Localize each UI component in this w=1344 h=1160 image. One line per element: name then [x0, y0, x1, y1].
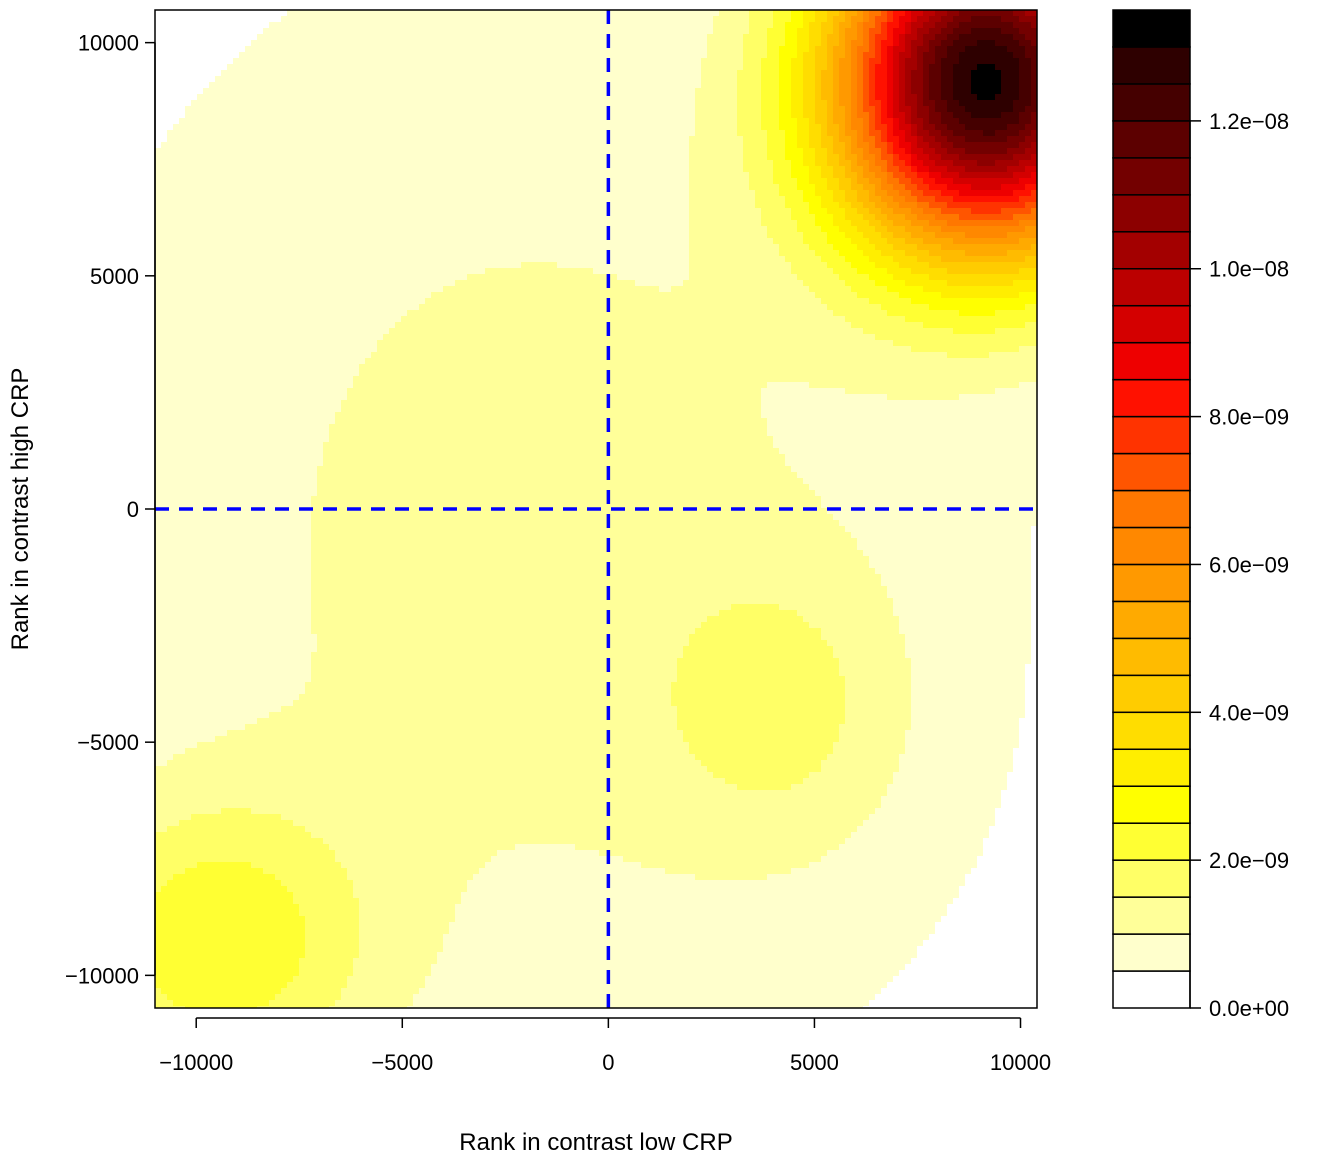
colorbar-tick-label: 4.0e−09 — [1209, 700, 1289, 725]
colorbar-tick-label: 2.0e−09 — [1209, 848, 1289, 873]
colorbar-band — [1113, 527, 1190, 564]
x-tick-label: 0 — [602, 1050, 614, 1075]
colorbar-band — [1113, 417, 1190, 454]
colorbar-band — [1113, 823, 1190, 860]
colorbar — [1113, 10, 1190, 1008]
colorbar-tick-label: 0.0e+00 — [1209, 996, 1289, 1021]
colorbar-band — [1113, 749, 1190, 786]
colorbar-band — [1113, 47, 1190, 84]
colorbar-band — [1113, 121, 1190, 158]
colorbar-band — [1113, 195, 1190, 232]
colorbar-band — [1113, 601, 1190, 638]
y-axis: −10000 −5000 0 5000 10000 — [65, 31, 155, 989]
colorbar-band — [1113, 269, 1190, 306]
y-tick-label: 10000 — [78, 31, 139, 56]
y-tick-label: −5000 — [77, 730, 139, 755]
x-axis: −10000 −5000 0 5000 10000 — [159, 1018, 1051, 1075]
x-tick-label: 10000 — [990, 1050, 1051, 1075]
x-tick-label: −5000 — [371, 1050, 433, 1075]
colorbar-tick-label: 8.0e−09 — [1209, 405, 1289, 430]
colorbar-band — [1113, 380, 1190, 417]
colorbar-band — [1113, 712, 1190, 749]
colorbar-tick-label: 1.0e−08 — [1209, 257, 1289, 282]
colorbar-band — [1113, 675, 1190, 712]
colorbar-tick-label: 6.0e−09 — [1209, 552, 1289, 577]
contour-fill — [155, 10, 1038, 1013]
colorbar-band — [1113, 84, 1190, 121]
colorbar-band — [1113, 934, 1190, 971]
colorbar-axis: 0.0e+00 2.0e−09 4.0e−09 6.0e−09 8.0e−09 1.0e−… — [1190, 109, 1289, 1021]
colorbar-band — [1113, 158, 1190, 195]
colorbar-band — [1113, 860, 1190, 897]
colorbar-band — [1113, 491, 1190, 528]
colorbar-band — [1113, 971, 1190, 1008]
colorbar-band — [1113, 786, 1190, 823]
colorbar-band — [1113, 638, 1190, 675]
y-tick-label: 5000 — [90, 264, 139, 289]
colorbar-band — [1113, 343, 1190, 380]
x-axis-label: Rank in contrast low CRP — [459, 1129, 732, 1156]
colorbar-tick-label: 1.2e−08 — [1209, 109, 1289, 134]
colorbar-band — [1113, 232, 1190, 269]
colorbar-band — [1113, 306, 1190, 343]
y-axis-label: Rank in contrast high CRP — [7, 368, 34, 651]
y-tick-label: −10000 — [65, 963, 139, 988]
x-tick-label: 5000 — [790, 1050, 839, 1075]
colorbar-band — [1113, 10, 1190, 47]
colorbar-band — [1113, 564, 1190, 601]
y-tick-label: 0 — [127, 497, 139, 522]
colorbar-band — [1113, 897, 1190, 934]
colorbar-band — [1113, 454, 1190, 491]
x-tick-label: −10000 — [159, 1050, 233, 1075]
